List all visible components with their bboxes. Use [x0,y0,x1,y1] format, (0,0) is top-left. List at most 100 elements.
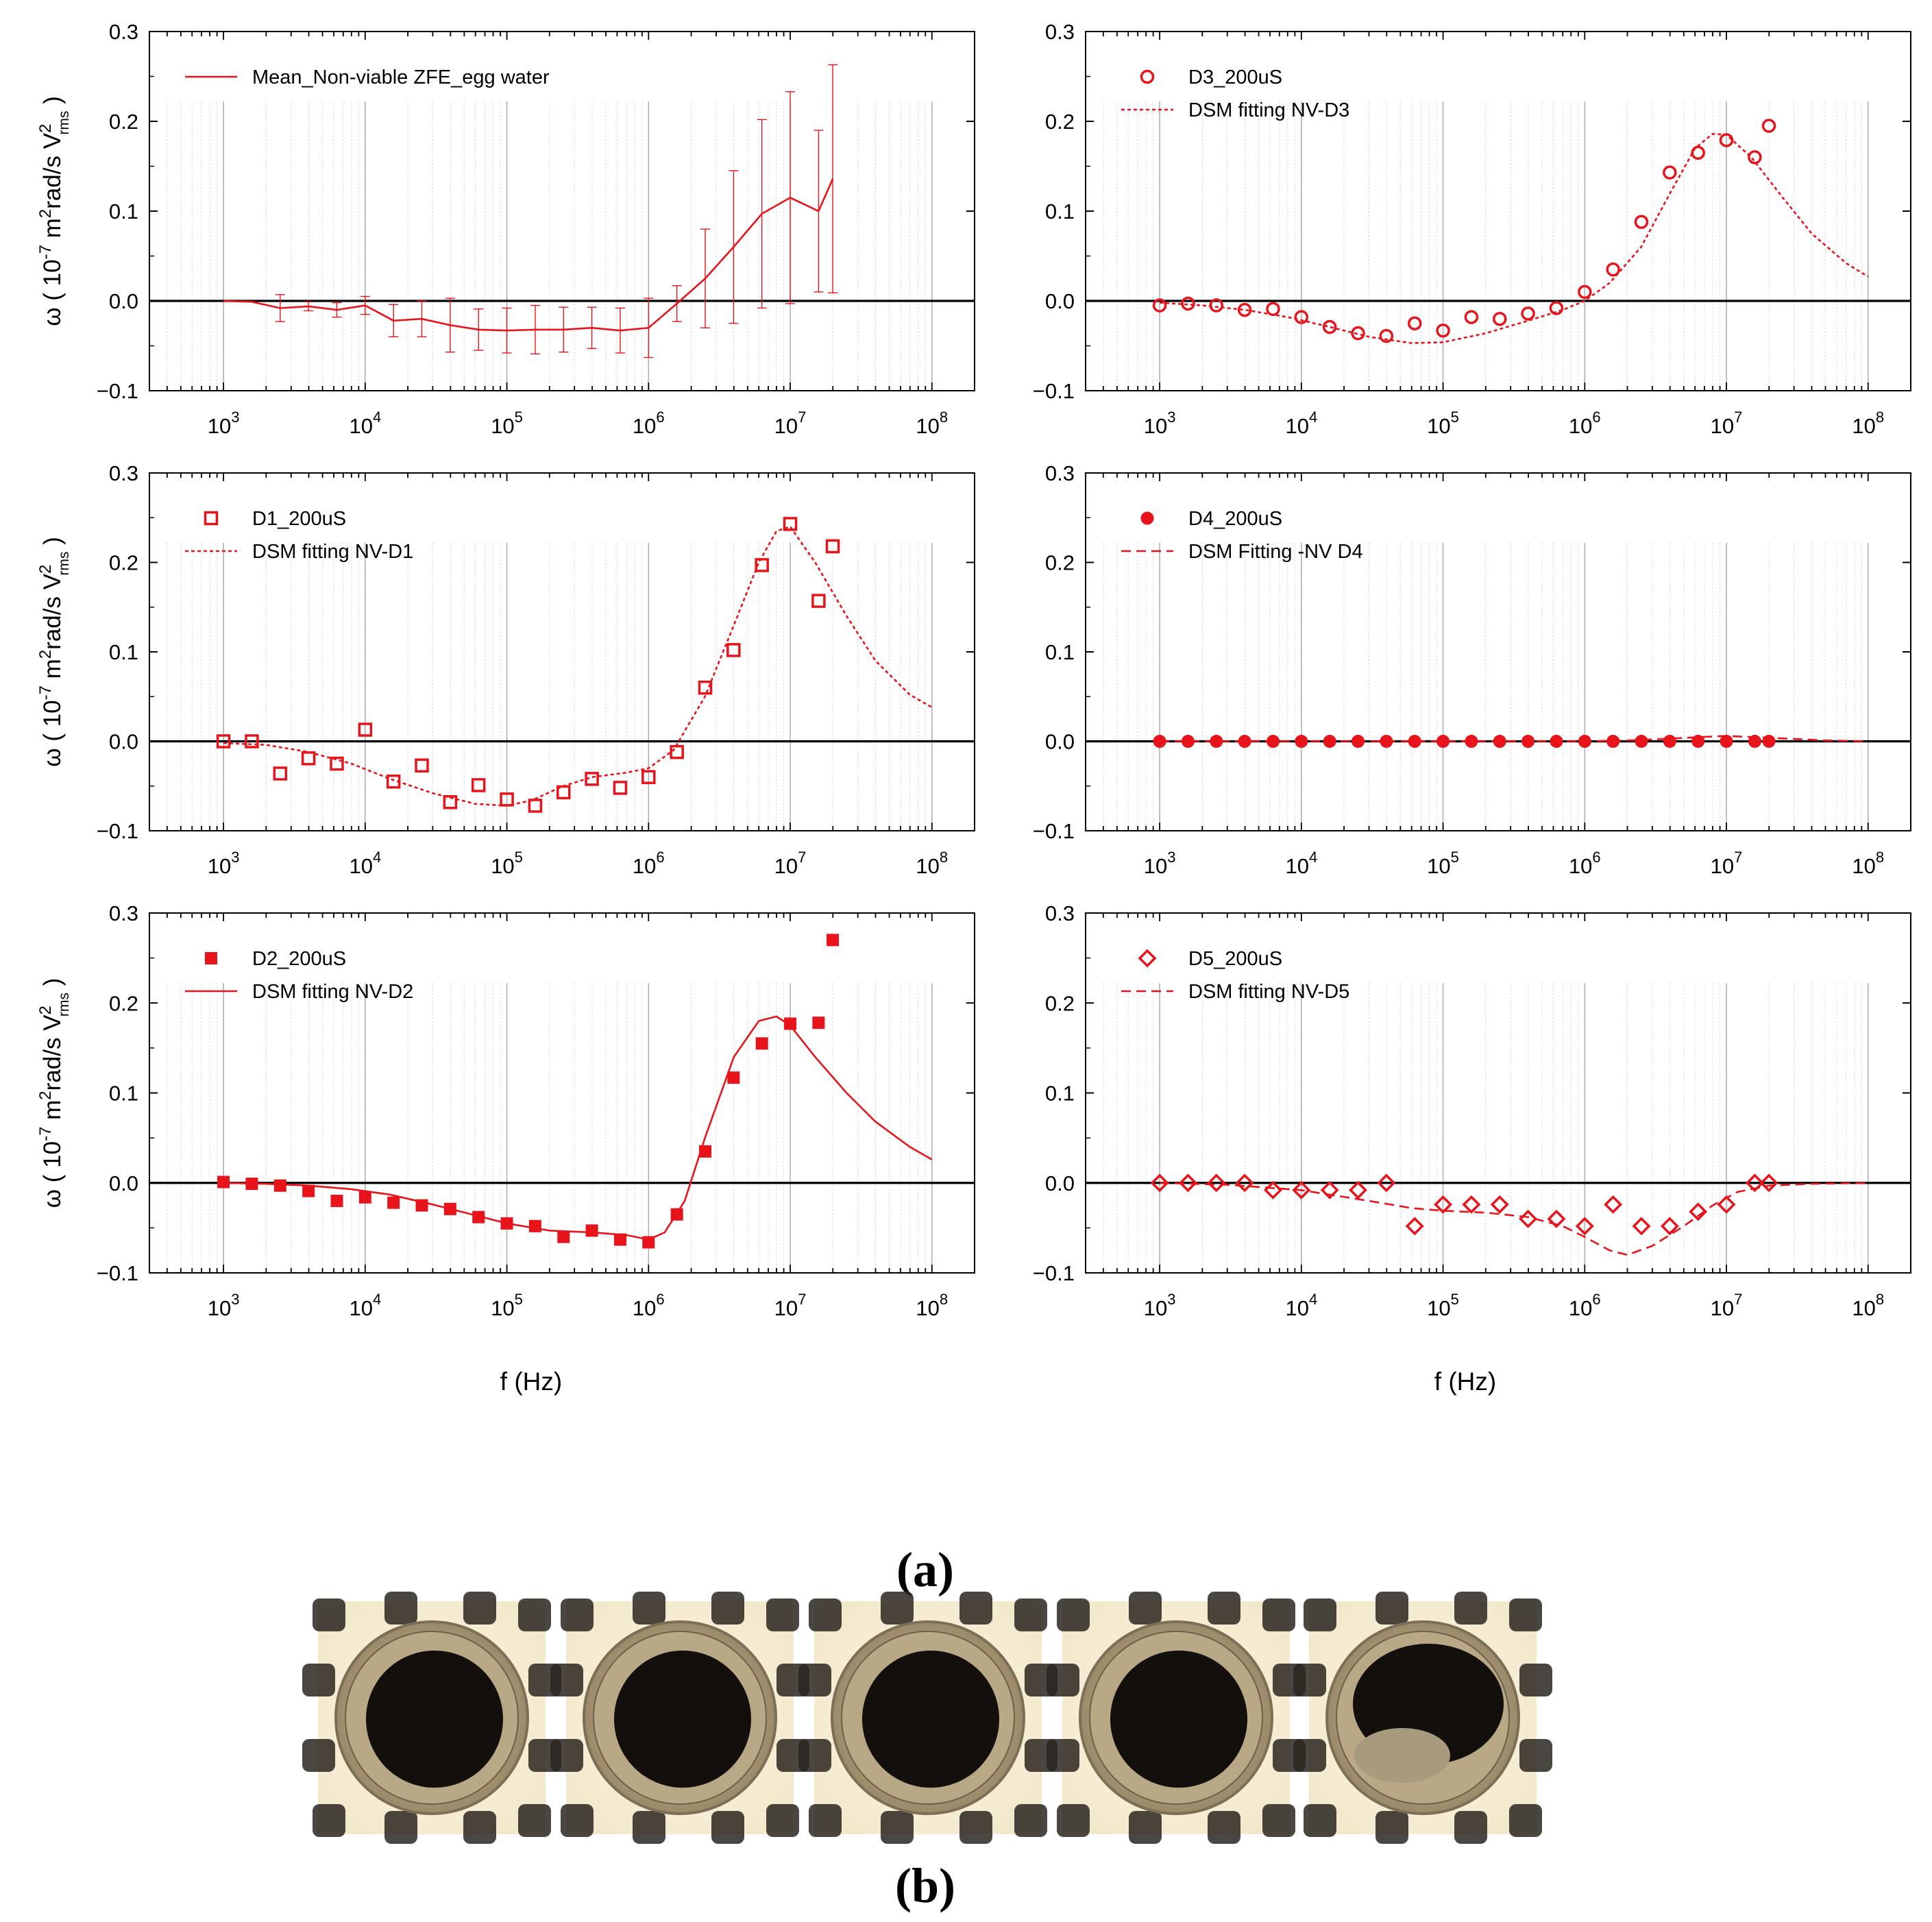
error-bar [814,130,824,293]
data-point [783,517,798,531]
error-bar [530,304,540,354]
data-point [1717,1195,1736,1214]
panel-a-label: (a) [896,1542,954,1597]
y-tick-label: 0.1 [109,199,138,223]
error-bar [828,64,838,293]
data-point [585,1224,598,1237]
legend-entry: DSM fitting NV-D1 [252,541,413,563]
data-point [1349,1180,1367,1200]
data-point [245,734,259,749]
data-point [1322,319,1337,334]
error-bar [275,294,285,322]
data-point [1689,1202,1708,1221]
x-tick-label: 107 [774,1291,807,1320]
legend: D5_200uS DSM fitting NV-D5 [1121,948,1349,1003]
x-tick-label: 104 [349,849,381,878]
data-point [1634,215,1649,229]
data-point [784,1017,797,1030]
data-point [1292,1180,1311,1200]
x-axis-label-right: f (Hz) [1434,1367,1496,1396]
data-point [1745,1173,1764,1193]
x-tick-label: 105 [491,1291,523,1320]
y-tick-label: −0.1 [97,1261,138,1285]
grid-lines [1085,101,1911,391]
x-tick-label: 107 [1711,1291,1743,1320]
error-bar [700,228,710,328]
series-2 [1160,132,1869,344]
data-point [1691,145,1705,160]
legend: D3_200uS DSM fitting NV-D3 [1121,66,1349,121]
legend-swatch [1140,511,1154,525]
data-point [811,594,826,608]
data-point [216,734,231,749]
data-point [273,766,288,781]
series-1 [1152,119,1776,343]
x-tick-label: 104 [349,409,381,438]
data-point [1379,328,1394,343]
series-line [1160,735,1868,742]
x-tick-label: 108 [916,1291,948,1320]
y-tick-label: −0.1 [1033,1261,1075,1285]
data-point [1748,150,1762,165]
x-tick-label: 108 [916,409,948,438]
series-line [223,178,834,332]
x-tick-label: 107 [774,409,807,438]
data-point [825,539,840,554]
legend-entry: DSM fitting NV-D5 [1188,981,1349,1003]
chart-panel-6: 0.3 0.2 0.1 0.0 −0.1 103 104 105 106 107 108 D5_200… [1033,901,1911,1320]
data-point [273,1179,286,1192]
data-point [727,1071,740,1084]
data-point [330,756,344,771]
legend: D2_200uS DSM fitting NV-D2 [185,948,413,1003]
data-point [1549,301,1564,315]
series-2 [1160,735,1868,742]
legend-entry: D4_200uS [1188,508,1282,530]
y-tick-label: 0.1 [109,640,138,664]
legend-swatch [204,511,219,526]
chart-panel-3: 0.3 0.2 0.1 0.0 −0.1 103 104 105 106 107 108 ω ( 10… [36,461,975,878]
data-point [1237,302,1252,317]
x-tick-label: 106 [1569,849,1601,878]
x-tick-label: 107 [1711,409,1743,438]
error-bar [785,91,796,304]
legend-swatch [1138,949,1157,968]
legend-entry: D1_200uS [252,508,346,530]
y-tick-label: 0.3 [1045,20,1075,44]
series-line [223,1015,933,1241]
x-tick-label: 104 [1285,849,1317,878]
legend-entry: D3_200uS [1188,66,1282,88]
data-point [387,1196,400,1209]
chart-panel-4: 0.3 0.2 0.1 0.0 −0.1 103 104 105 106 107 108 D4_200… [1033,461,1911,878]
data-point [641,770,656,784]
grid-lines [1085,542,1911,831]
x-tick-label: 108 [916,849,948,878]
y-tick-label: 0.2 [109,551,138,575]
legend-entry: Mean_Non-viable ZFE_egg water [252,66,550,88]
legend-swatch [205,952,217,964]
data-point [1606,262,1620,277]
data-point [1660,1217,1679,1236]
data-point [1181,296,1195,311]
y-tick-label: 0.0 [109,289,138,313]
error-bar [729,170,739,324]
x-tick-label: 106 [633,409,665,438]
data-point [1320,1180,1339,1200]
y-tick-label: 0.2 [1045,551,1075,575]
data-point [755,558,769,572]
x-tick-label: 104 [349,1291,381,1320]
x-tick-label: 104 [1285,1291,1317,1320]
data-point [557,1230,570,1243]
y-tick-label: −0.1 [97,819,138,843]
y-axis-label: ω ( 10-7 m2rad/s V2rms ) [36,978,72,1208]
legend-entry: DSM fitting NV-D2 [252,981,413,1003]
chart-panel-2: 0.3 0.2 0.1 0.0 −0.1 103 104 105 106 107 108 D3_200… [1033,20,1911,438]
data-point [1464,310,1479,324]
data-point [1761,119,1776,133]
y-axis-label: ω ( 10-7 m2rad/s V2rms ) [36,96,72,326]
error-bar [304,301,314,312]
x-tick-label: 106 [633,849,665,878]
x-tick-label: 106 [1569,1291,1601,1320]
series-2 [223,1015,933,1241]
legend-entry: D2_200uS [252,948,346,970]
error-bar [445,297,455,353]
